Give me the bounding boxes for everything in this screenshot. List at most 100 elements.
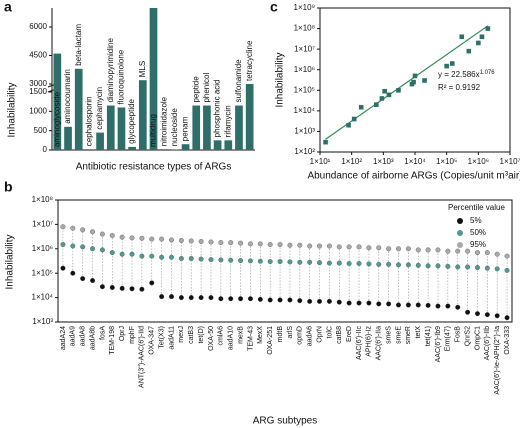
- x-tick-label: AAC(6')-Ie-APH(2'')-Ia: [494, 326, 501, 395]
- dot: [169, 237, 174, 243]
- category-label: sulfonamide: [234, 59, 243, 103]
- x-tick-label: tet(41): [425, 326, 432, 346]
- dot: [129, 251, 135, 257]
- dot: [159, 236, 165, 242]
- dot: [60, 242, 66, 247]
- dot: [238, 240, 244, 246]
- dot: [218, 240, 224, 246]
- category-label: beta-lactam: [74, 24, 83, 66]
- x-tick-label: catB8: [336, 326, 343, 344]
- dot: [445, 263, 451, 269]
- legend-swatch: [457, 230, 463, 236]
- y-tick-label: 1×10⁶: [294, 65, 315, 74]
- y-tick-label: 1×10⁸: [32, 195, 53, 204]
- dot: [386, 301, 392, 307]
- bar: [171, 149, 179, 150]
- x-tick-label: OXA-50: [208, 326, 215, 351]
- dot: [90, 278, 95, 283]
- dot: [504, 267, 510, 273]
- x-tick-label: 1×10³: [373, 157, 394, 166]
- category-label: phenicol: [202, 73, 211, 103]
- x-tick-label: aadA10: [228, 326, 235, 350]
- point: [351, 116, 357, 122]
- dot: [99, 231, 105, 237]
- dot: [465, 264, 471, 270]
- point: [396, 87, 401, 93]
- x-tick-label: TEM-43: [247, 326, 254, 351]
- point: [476, 40, 481, 46]
- dot: [356, 261, 362, 266]
- dot: [109, 233, 115, 238]
- y-tick-label: 1×10³: [32, 317, 53, 326]
- plot-frame: [57, 199, 513, 323]
- panel-label: a: [4, 0, 12, 15]
- point: [479, 34, 485, 40]
- legend-label: 50%: [470, 228, 486, 237]
- y-tick-label: 3000: [29, 79, 47, 88]
- dot: [169, 294, 174, 300]
- dot: [494, 251, 500, 257]
- dot: [386, 261, 392, 267]
- dot: [475, 250, 480, 256]
- dot: [208, 239, 214, 245]
- x-tick-label: smeR: [405, 326, 412, 344]
- dot: [208, 295, 214, 301]
- dot: [287, 242, 293, 248]
- dot: [139, 235, 145, 241]
- dot: [228, 257, 234, 263]
- dot: [198, 295, 204, 301]
- x-axis-label: Abundance of airborne ARGs (Copies/unit …: [307, 171, 520, 182]
- category-label: phosphonic acid: [213, 80, 222, 138]
- dot: [248, 258, 253, 264]
- dot: [267, 297, 273, 303]
- dot: [435, 247, 441, 253]
- y-tick-label: 1×10⁵: [294, 85, 315, 94]
- dot: [445, 303, 451, 309]
- dot: [366, 261, 372, 267]
- dot: [405, 262, 411, 268]
- dot: [386, 246, 392, 252]
- dot: [455, 248, 461, 254]
- x-tick-label: OprJ: [119, 326, 126, 341]
- dot: [238, 296, 244, 302]
- dot: [277, 259, 283, 265]
- dot: [484, 265, 490, 271]
- dot: [178, 237, 184, 243]
- x-tick-label: tetX: [415, 326, 422, 339]
- point: [346, 122, 351, 128]
- dot: [307, 243, 313, 249]
- dot: [455, 304, 461, 310]
- category-label: fluoroquinolone: [117, 49, 126, 104]
- x-tick-label: Erm(47): [445, 326, 452, 351]
- category-label: aminocoumarin: [63, 69, 72, 124]
- bar: [160, 149, 169, 150]
- dot: [376, 301, 382, 307]
- x-tick-label: opmD: [297, 326, 304, 345]
- x-tick-label: mexJ: [178, 326, 185, 343]
- dot: [99, 247, 105, 253]
- dot: [119, 285, 125, 291]
- x-tick-label: 1×10⁴: [404, 157, 426, 166]
- dot: [277, 242, 283, 247]
- point: [374, 102, 379, 107]
- y-tick-label: 1×10⁴: [294, 106, 316, 115]
- x-tick-label: tet(D): [198, 326, 205, 344]
- dot: [396, 302, 401, 308]
- category-label: peptide: [191, 76, 200, 103]
- category-label: aminoglycoside: [52, 91, 61, 147]
- dot: [415, 302, 421, 308]
- dot: [60, 265, 66, 271]
- dot: [504, 253, 510, 259]
- category-label: cephalosporin: [85, 96, 94, 146]
- dot: [238, 258, 244, 263]
- dot: [356, 244, 362, 250]
- x-tick-label: arlS: [287, 326, 294, 339]
- dot: [445, 248, 451, 254]
- equation-coefficient: 22.586: [451, 70, 476, 79]
- dot: [109, 285, 115, 290]
- point: [459, 34, 465, 40]
- dot: [119, 251, 125, 257]
- dot: [188, 295, 194, 301]
- dot: [159, 254, 165, 260]
- category-label: nitroimidazole: [159, 96, 168, 146]
